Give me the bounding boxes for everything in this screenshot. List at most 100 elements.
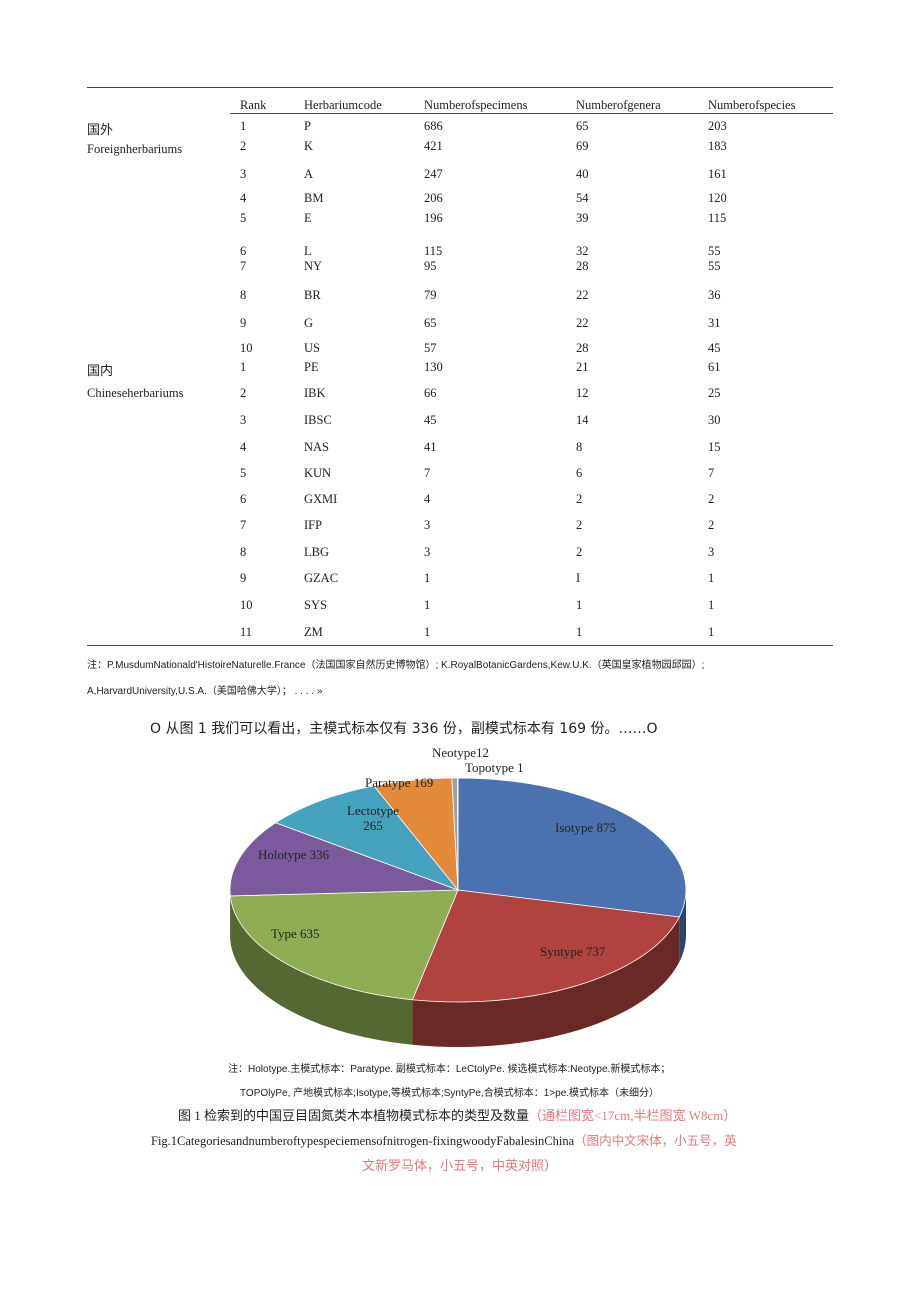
table-cell: 65: [576, 119, 589, 133]
table-cell: 183: [708, 139, 727, 153]
table-cell: GZAC: [304, 571, 339, 585]
table-cell: 1: [240, 360, 247, 374]
table-cell: 15: [708, 440, 721, 454]
table-cell: 69: [576, 139, 589, 153]
table-cell: 28: [576, 341, 589, 355]
table-cell: 4: [240, 191, 247, 205]
pie-side-type: [230, 895, 413, 1045]
figure-caption-en: Fig.1Categoriesandnumberoftypespeciemens…: [151, 1130, 737, 1149]
table-cell: 115: [708, 211, 727, 225]
table-cell: 12: [576, 386, 589, 400]
table-cell: 1: [424, 625, 431, 639]
table-cell: GXMI: [304, 492, 338, 506]
table-cell: 206: [424, 191, 443, 205]
table-cell: 8: [240, 288, 247, 302]
table-cell: P: [304, 119, 311, 133]
pie-slice-isotype: [457, 777, 687, 918]
pie-chart: [229, 777, 687, 1047]
table-cell: 1: [576, 598, 583, 612]
table-cell: 4: [424, 492, 431, 506]
table-cell: 7: [708, 466, 715, 480]
table-cell: 45: [424, 413, 437, 427]
table-cell: 247: [424, 167, 443, 181]
table-cell: 11: [240, 625, 253, 639]
table-cell: G: [304, 316, 314, 330]
caption-en-note: （图内中文宋体，小五号，英: [574, 1134, 737, 1148]
table-cell: 115: [424, 244, 443, 258]
table-cell: 36: [708, 288, 721, 302]
pie-label-type: Type 635: [271, 926, 320, 941]
table-cell: 1: [424, 571, 431, 585]
table-cell: 25: [708, 386, 721, 400]
table-bottom-rule: [87, 645, 833, 646]
table-cell: 95: [424, 259, 437, 273]
group-label-en: Foreignherbariums: [87, 142, 183, 156]
table-cell: 6: [240, 492, 247, 506]
pie-label-topotype: Topotype 1: [465, 760, 524, 775]
table-cell: 120: [708, 191, 727, 205]
table-cell: 61: [708, 360, 721, 374]
group-label-cn: 国内: [87, 364, 114, 379]
table-cell: 21: [576, 360, 589, 374]
caption-cn-text: 图 1 检索到的中国豆目固氮类木本植物模式标本的类型及数量: [178, 1108, 530, 1123]
table-cell: 2: [708, 492, 715, 506]
table-cell: 1: [424, 598, 431, 612]
table-cell: 686: [424, 119, 443, 133]
table-cell: PE: [304, 360, 319, 374]
column-header: Numberofspecimens: [424, 98, 528, 112]
table-cell: 57: [424, 341, 437, 355]
table-cell: KUN: [304, 466, 332, 480]
caption-en-text: Fig.1Categoriesandnumberoftypespeciemens…: [151, 1134, 575, 1148]
pie-label-syntype: Syntype 737: [540, 944, 606, 959]
table-cell: 54: [576, 191, 589, 205]
table-cell: IBK: [304, 386, 326, 400]
table-cell: 5: [240, 211, 247, 225]
table-cell: IBSC: [304, 413, 332, 427]
figure-caption-cn: 图 1 检索到的中国豆目固氮类木本植物模式标本的类型及数量（通栏图宽<17cm,…: [178, 1105, 736, 1124]
table-cell: 130: [424, 360, 443, 374]
table-cell: 10: [240, 598, 253, 612]
table-cell: 6: [576, 466, 583, 480]
pie-label-isotype: Isotype 875: [555, 820, 617, 835]
table-cell: 1: [708, 625, 715, 639]
table-cell: 1: [708, 598, 715, 612]
table-cell: 41: [424, 440, 437, 454]
table-cell: US: [304, 341, 320, 355]
table-cell: BR: [304, 288, 321, 302]
table-cell: 7: [240, 518, 247, 532]
table-cell: 14: [576, 413, 589, 427]
pie-label-paratype: Paratype 169: [365, 775, 434, 790]
pie-label-neotype: Neotype12: [432, 745, 490, 760]
table-cell: 40: [576, 167, 589, 181]
group-label-cn: 国外: [87, 123, 114, 138]
table-cell: BM: [304, 191, 324, 205]
group-label-en: Chineseherbariums: [87, 386, 184, 400]
table-header-rule: [230, 113, 833, 114]
table-cell: NY: [304, 259, 323, 273]
table-cell: E: [304, 211, 312, 225]
table-cell: K: [304, 139, 314, 153]
table-cell: 8: [576, 440, 583, 454]
table-cell: 55: [708, 244, 721, 258]
table-cell: 6: [240, 244, 247, 258]
group-chinese: 国内 Chineseherbariums: [87, 360, 184, 407]
table-cell: 1: [240, 119, 247, 133]
body-paragraph: O 从图 1 我们可以看出，主模式标本仅有 336 份，副模式标本有 169 份…: [150, 721, 658, 737]
pie-side-syntype: [412, 917, 680, 1047]
column-header: Numberofgenera: [576, 98, 661, 112]
table-cell: 2: [576, 518, 583, 532]
table-cell: 203: [708, 119, 727, 133]
pie-slice-type: [229, 889, 459, 1001]
pie-slice-paratype: [373, 777, 459, 892]
table-cell: 3: [240, 413, 247, 427]
table-cell: L: [304, 244, 312, 258]
column-header: Rank: [240, 98, 267, 112]
table-cell: 8: [240, 545, 247, 559]
table-cell: 2: [708, 518, 715, 532]
table-cell: 65: [424, 316, 437, 330]
table-cell: 10: [240, 341, 253, 355]
table-cell: 421: [424, 139, 443, 153]
table-cell: 66: [424, 386, 437, 400]
table-cell: 2: [576, 492, 583, 506]
